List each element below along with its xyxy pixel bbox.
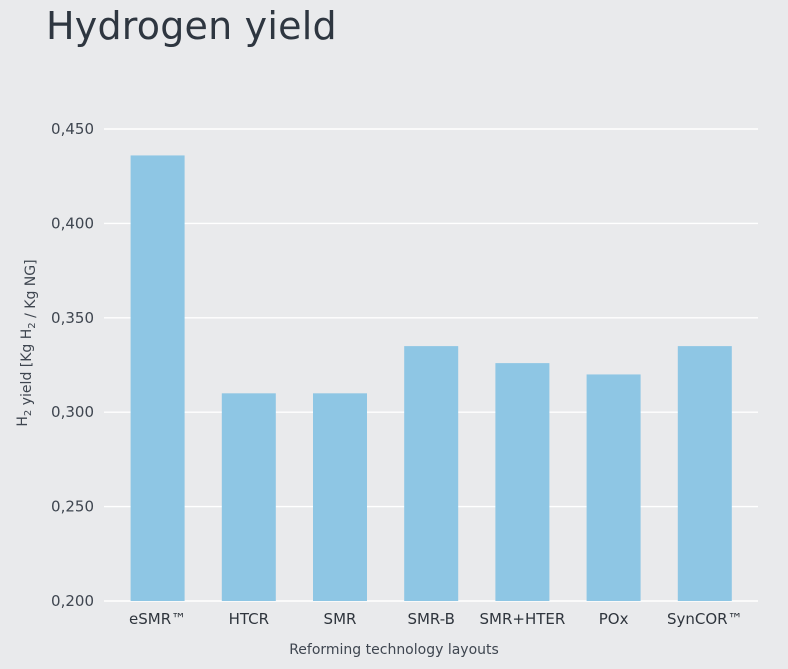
y-tick-label: 0,350 <box>51 309 94 327</box>
x-tick-label: SMR+HTER <box>480 610 566 628</box>
x-tick-labels: eSMR™ HTCR SMR SMR-B SMR+HTER POx SynCOR™ <box>129 610 743 628</box>
y-tick-label: 0,400 <box>51 214 94 232</box>
y-tick-label: 0,300 <box>51 403 94 421</box>
y-axis-title: H2 yield [Kg H2 / Kg NG] <box>15 259 39 426</box>
bar <box>677 346 732 601</box>
chart-title: Hydrogen yield <box>46 4 337 48</box>
y-tick-label: 0,250 <box>51 498 94 516</box>
bar <box>404 346 459 601</box>
x-tick-label: SMR-B <box>407 610 454 628</box>
x-tick-label: SynCOR™ <box>667 610 743 628</box>
bar <box>313 393 367 601</box>
bar <box>586 374 641 601</box>
y-tick-label: 0,450 <box>51 120 94 138</box>
bar <box>495 363 550 601</box>
x-axis-title: Reforming technology layouts <box>289 642 499 658</box>
x-tick-label: eSMR™ <box>129 610 186 628</box>
bar <box>130 155 185 601</box>
y-tick-label: 0,200 <box>51 592 94 610</box>
bar <box>221 393 276 601</box>
x-tick-label: HTCR <box>229 610 269 628</box>
bars <box>130 155 732 601</box>
x-tick-label: POx <box>599 610 629 628</box>
x-tick-label: SMR <box>324 610 357 628</box>
y-tick-labels: 0,200 0,250 0,300 0,350 0,400 0,450 <box>51 120 94 610</box>
